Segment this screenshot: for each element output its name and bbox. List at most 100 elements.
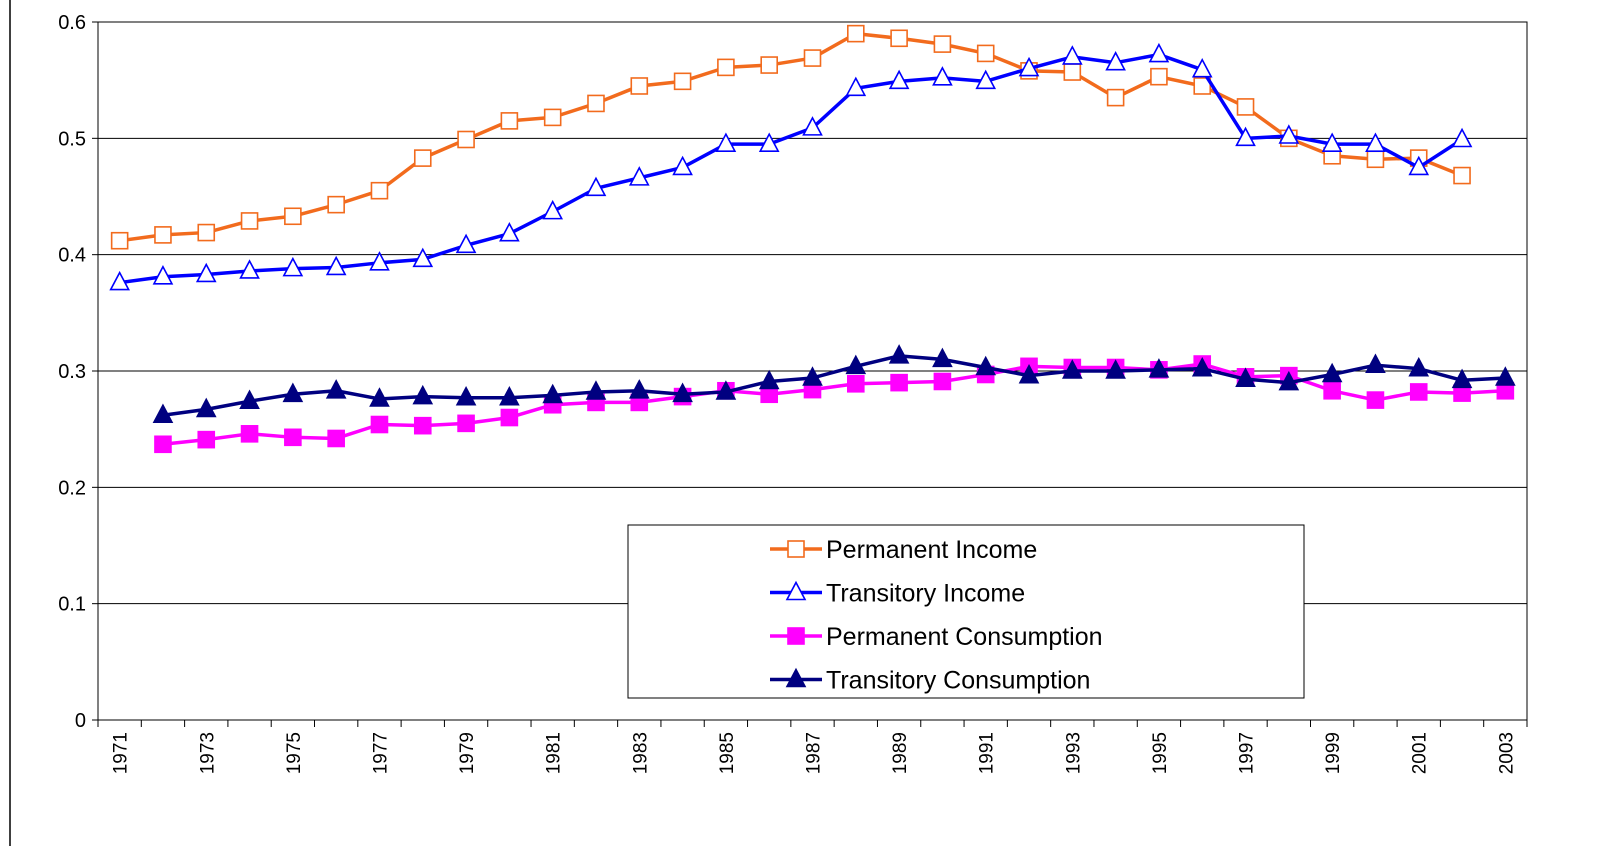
x-tick-label: 1993 [1063, 732, 1084, 774]
legend: Permanent Income Transitory Income Permane… [627, 524, 1305, 699]
x-tick-label: 1979 [457, 732, 478, 774]
marker [370, 181, 389, 200]
marker [1105, 51, 1126, 71]
x-tick-label: 1977 [370, 732, 391, 774]
marker [240, 212, 259, 230]
marker [282, 382, 304, 403]
marker [630, 77, 649, 95]
marker [1408, 155, 1430, 176]
marker [1061, 359, 1083, 379]
marker [1451, 368, 1473, 389]
marker [1453, 166, 1471, 185]
marker [412, 247, 434, 268]
marker [500, 112, 519, 130]
marker [932, 66, 953, 86]
marker [1323, 381, 1341, 400]
marker [760, 56, 778, 74]
series [109, 42, 1473, 291]
legend-label: Permanent Income [826, 536, 1037, 564]
marker [758, 369, 780, 390]
marker [1409, 383, 1428, 401]
marker [758, 132, 780, 152]
legend-label: Permanent Consumption [826, 623, 1103, 651]
marker [1191, 356, 1213, 377]
marker [413, 416, 432, 435]
legend-label: Transitory Consumption [826, 667, 1090, 695]
marker [933, 372, 952, 391]
marker [1366, 391, 1385, 409]
marker [239, 389, 260, 410]
marker [976, 44, 995, 63]
marker [152, 403, 174, 424]
x-tick-label: 1995 [1150, 732, 1171, 774]
x-tick-label: 1971 [111, 732, 132, 774]
marker [1366, 150, 1385, 169]
marker [787, 627, 805, 645]
marker [1321, 362, 1343, 383]
marker [785, 580, 807, 601]
x-tick-label: 1973 [197, 732, 218, 774]
marker [282, 256, 304, 277]
marker [802, 366, 823, 386]
marker [413, 149, 432, 167]
series-line [162, 362, 1506, 447]
marker [1365, 353, 1386, 373]
legend-box [627, 524, 1305, 699]
marker [152, 265, 174, 285]
marker [369, 251, 390, 271]
marker [847, 24, 865, 43]
x-tick-label: 1989 [890, 732, 911, 774]
x-tick-label: 1983 [630, 732, 651, 774]
marker [888, 69, 910, 90]
marker [847, 374, 865, 393]
marker [542, 199, 564, 220]
marker [1061, 45, 1083, 65]
marker [1236, 98, 1255, 116]
marker [888, 344, 910, 364]
series-line [162, 354, 1506, 417]
legend-label: Transitory Income [826, 580, 1025, 608]
y-tick-label: 0.6 [58, 12, 86, 34]
marker [785, 667, 807, 688]
marker [975, 355, 997, 376]
marker [370, 415, 389, 434]
marker [197, 430, 216, 449]
y-tick-label: 0.1 [58, 594, 86, 616]
marker [457, 414, 475, 433]
marker [1148, 42, 1170, 63]
y-tick-label: 0.4 [58, 245, 86, 267]
marker [195, 262, 217, 283]
marker [327, 429, 345, 448]
marker [455, 386, 477, 406]
y-tick-label: 0 [75, 710, 86, 732]
marker [1148, 358, 1170, 378]
marker [585, 176, 607, 197]
marker [932, 347, 953, 368]
marker [890, 29, 908, 48]
marker [1150, 67, 1168, 86]
marker [672, 382, 693, 403]
marker [1408, 356, 1430, 377]
marker [587, 94, 605, 113]
marker [975, 69, 997, 90]
marker [457, 130, 475, 149]
marker [327, 195, 345, 214]
marker [499, 222, 520, 242]
marker [717, 58, 735, 77]
marker [284, 428, 302, 447]
marker [715, 380, 737, 400]
marker [802, 116, 823, 136]
marker [1321, 132, 1343, 152]
x-tick-label: 1975 [284, 732, 305, 774]
marker [1278, 370, 1300, 391]
marker [1495, 366, 1516, 386]
marker [412, 384, 434, 405]
marker [1193, 77, 1212, 95]
marker [673, 72, 692, 91]
x-tick-label: 1981 [544, 732, 565, 774]
marker [455, 233, 477, 254]
x-tick-label: 1985 [717, 732, 738, 774]
x-tick-label: 1987 [804, 732, 825, 774]
marker [542, 383, 564, 404]
